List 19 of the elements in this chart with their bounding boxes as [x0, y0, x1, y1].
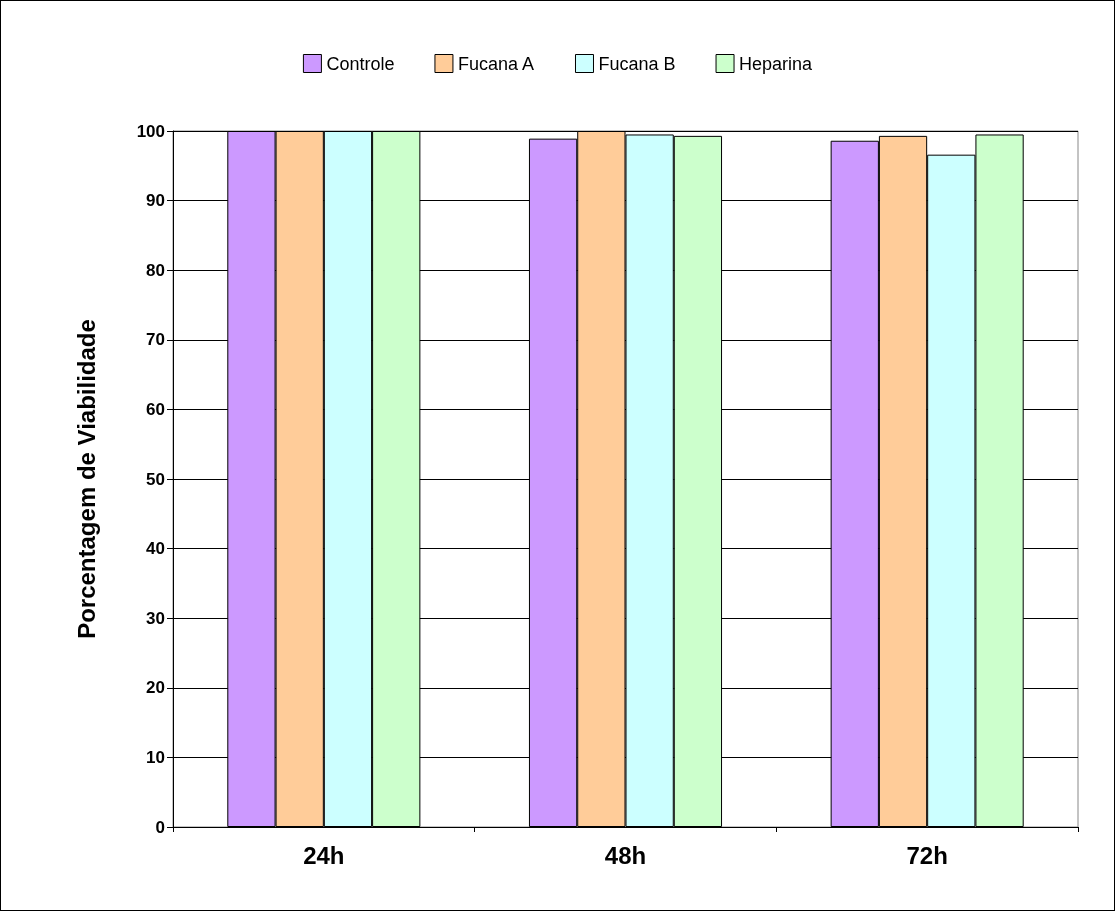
x-tick-label: 72h — [906, 841, 948, 869]
y-tick-label: 20 — [146, 678, 165, 698]
y-tick-label: 100 — [136, 121, 165, 141]
y-tick-label: 10 — [146, 747, 165, 767]
y-axis-title: Porcentagem de Viabilidade — [72, 319, 100, 639]
y-tick-label: 60 — [146, 399, 165, 419]
y-tick-label: 30 — [146, 608, 165, 628]
legend-label: Fucana B — [598, 53, 676, 74]
legend-label: Heparina — [739, 53, 814, 74]
y-tick-label: 50 — [146, 469, 165, 489]
y-tick-label: 90 — [146, 191, 165, 211]
x-tick-label: 48h — [604, 841, 647, 869]
y-tick-label: 70 — [146, 330, 165, 350]
y-tick-label: 80 — [146, 260, 165, 280]
x-tick-label: 24h — [303, 841, 345, 869]
legend-label: Controle — [326, 53, 395, 74]
y-tick-label: 40 — [146, 539, 165, 559]
y-tick-label: 0 — [155, 817, 165, 837]
legend-label: Fucana A — [457, 53, 535, 74]
